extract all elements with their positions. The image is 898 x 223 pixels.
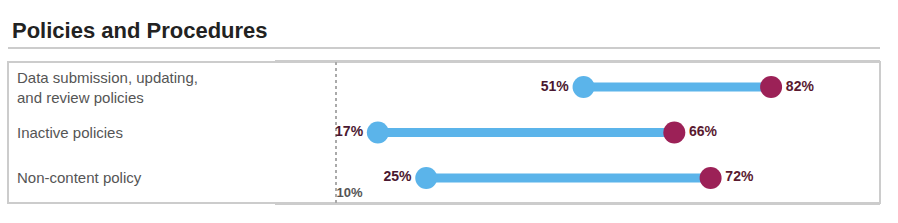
svg-text:66%: 66% <box>689 123 718 139</box>
svg-text:Policies and Procedures: Policies and Procedures <box>12 18 268 43</box>
svg-text:72%: 72% <box>725 168 754 184</box>
svg-text:Non-content policy: Non-content policy <box>17 169 142 186</box>
svg-text:Data submission, updating,and: Data submission, updating,and review pol… <box>17 69 198 106</box>
svg-text:Inactive policies: Inactive policies <box>17 124 123 141</box>
svg-text:25%: 25% <box>383 168 412 184</box>
svg-text:10%: 10% <box>337 185 363 200</box>
svg-text:17%: 17% <box>335 123 364 139</box>
svg-text:82%: 82% <box>786 78 815 94</box>
svg-text:51%: 51% <box>541 78 570 94</box>
